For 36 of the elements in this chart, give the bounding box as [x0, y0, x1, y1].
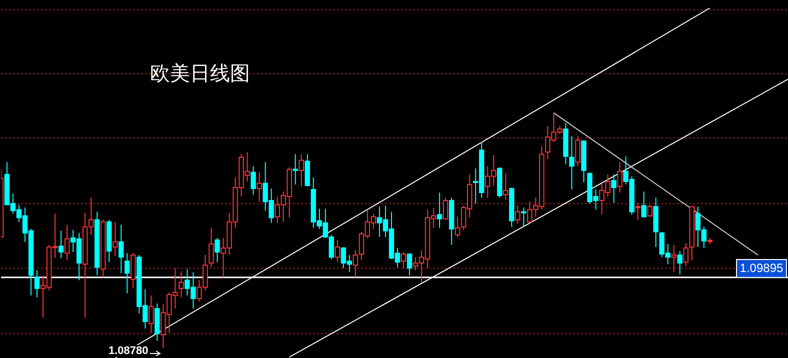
- candlestick: [250, 166, 256, 196]
- candlestick: [635, 202, 640, 220]
- candlestick: [436, 192, 442, 228]
- candlestick: [442, 197, 448, 220]
- candlestick: [148, 294, 154, 334]
- candlestick: [334, 240, 340, 263]
- candlestick: [214, 237, 220, 263]
- candlestick: [454, 216, 460, 238]
- candlestick: [677, 250, 682, 275]
- candlestick: [641, 191, 646, 218]
- candlestick: [521, 207, 526, 226]
- candlestick: [683, 242, 688, 267]
- candlestick: [611, 174, 616, 204]
- candlestick: [112, 221, 118, 256]
- candlestick: [671, 244, 676, 273]
- candlestick: [617, 162, 622, 194]
- chart-title: 欧美日线图: [150, 60, 250, 87]
- candlestick: [515, 205, 520, 224]
- candlestick: [118, 224, 124, 274]
- candlestick: [298, 154, 304, 187]
- candlestick: [58, 230, 64, 259]
- candlestick: [124, 252, 130, 294]
- candlestick: [400, 251, 406, 269]
- candlestick: [64, 224, 70, 261]
- candlestick: [503, 172, 508, 200]
- candlestick: [34, 270, 40, 298]
- candlestick: [208, 227, 214, 268]
- candlestick: [352, 250, 358, 278]
- annotation: 1.09895: [736, 259, 787, 278]
- candlestick: [256, 172, 262, 202]
- annotation: 1.08780: [107, 344, 150, 357]
- candlestick: [292, 154, 298, 186]
- candlestick: [178, 270, 184, 298]
- candlestick: [575, 136, 580, 167]
- candlestick: [406, 252, 412, 276]
- candlestick: [569, 136, 574, 190]
